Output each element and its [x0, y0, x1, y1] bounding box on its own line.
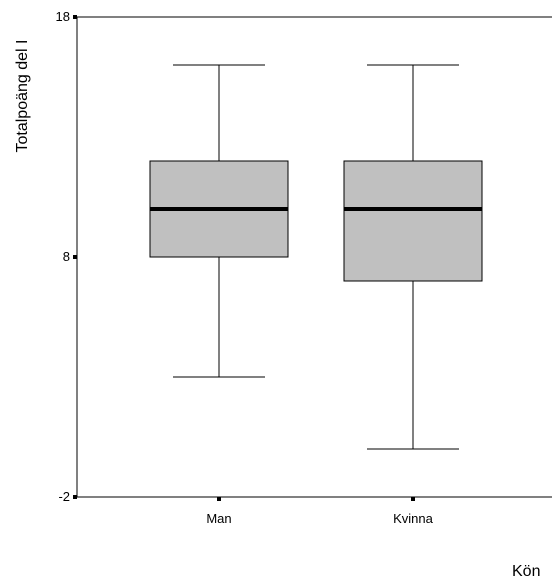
y-tick-label: -2: [58, 489, 70, 504]
iqr-box: [343, 160, 483, 282]
y-tick-label: 8: [63, 249, 70, 264]
x-tick-mark: [217, 497, 221, 501]
box-man: [149, 64, 289, 378]
y-tick-mark: [73, 495, 77, 499]
y-tick-label: 18: [56, 9, 70, 24]
y-axis-title: Totalpoäng del I: [14, 40, 31, 153]
y-tick-mark: [73, 15, 77, 19]
x-axis-title: Kön: [512, 563, 540, 580]
y-tick-mark: [73, 255, 77, 259]
x-tick-mark: [411, 497, 415, 501]
x-tick-label: Kvinna: [393, 511, 434, 526]
box-kvinna: [343, 64, 483, 450]
x-tick-label: Man: [206, 511, 231, 526]
